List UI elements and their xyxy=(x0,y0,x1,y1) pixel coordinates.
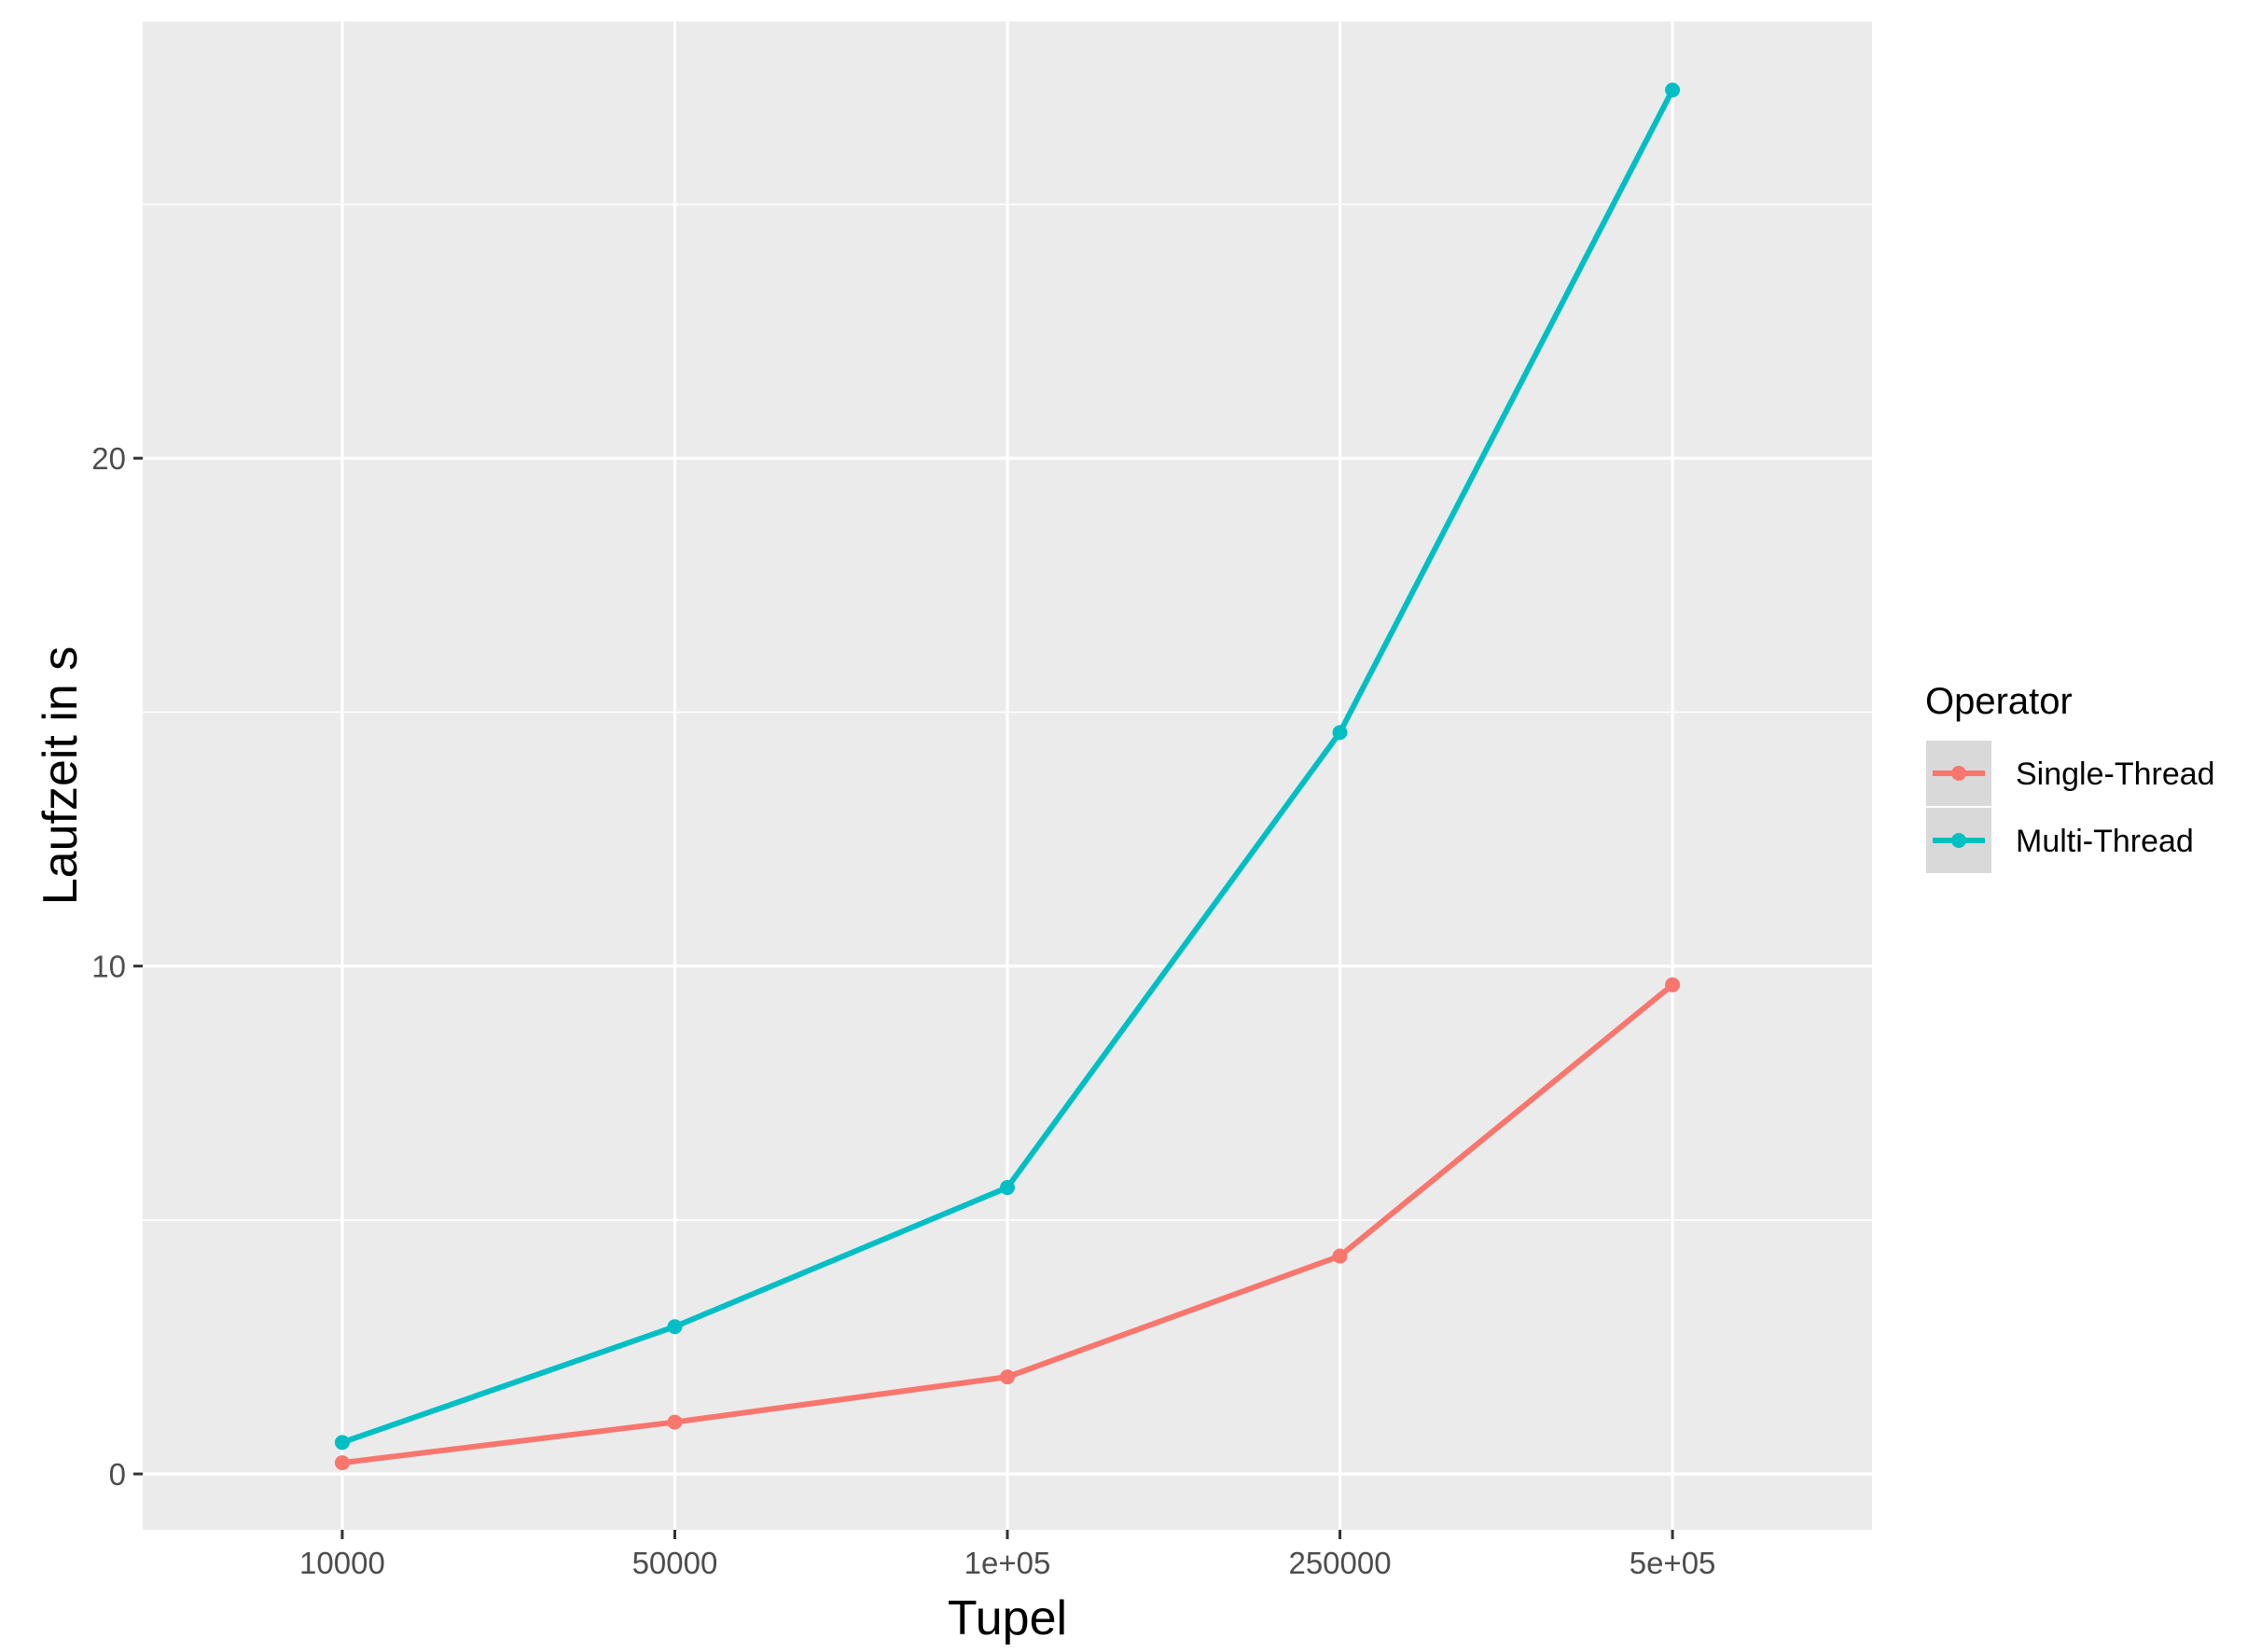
data-point xyxy=(667,1319,683,1335)
y-tick-label: 0 xyxy=(109,1457,126,1492)
x-tick-label: 1e+05 xyxy=(964,1546,1051,1580)
legend-key-point xyxy=(1951,833,1966,848)
x-tick-label: 10000 xyxy=(299,1546,385,1580)
x-axis: 10000 50000 1e+05 250000 5e+05 xyxy=(299,1530,1715,1580)
x-axis-title: Tupel xyxy=(948,1591,1067,1645)
x-tick-label: 50000 xyxy=(632,1546,718,1580)
series-layer xyxy=(334,82,1681,1471)
major-gridlines xyxy=(143,21,1872,1530)
y-axis: 0 10 20 xyxy=(91,441,143,1492)
data-point xyxy=(1332,1248,1348,1264)
legend-label: Multi-Thread xyxy=(2016,824,2194,859)
legend-key-point xyxy=(1951,766,1966,781)
data-point xyxy=(1332,725,1348,741)
series-single-thread xyxy=(334,977,1681,1471)
data-point xyxy=(334,1435,350,1451)
data-point xyxy=(1000,1369,1015,1385)
x-tick-label: 250000 xyxy=(1288,1546,1391,1580)
legend: Operator Single-Thread Multi-Thread xyxy=(1924,681,2215,875)
x-tick-label: 5e+05 xyxy=(1630,1546,1716,1580)
y-axis-title: Laufzeit in s xyxy=(34,646,88,906)
series-multi-thread xyxy=(334,82,1681,1451)
y-tick-label: 10 xyxy=(91,950,126,984)
legend-title: Operator xyxy=(1925,681,2073,722)
y-tick-label: 20 xyxy=(91,441,126,476)
data-point xyxy=(1000,1180,1015,1196)
data-point xyxy=(1665,82,1681,98)
data-point xyxy=(667,1414,683,1430)
legend-label: Single-Thread xyxy=(2016,757,2215,792)
data-point xyxy=(1665,977,1681,993)
data-point xyxy=(334,1455,350,1471)
